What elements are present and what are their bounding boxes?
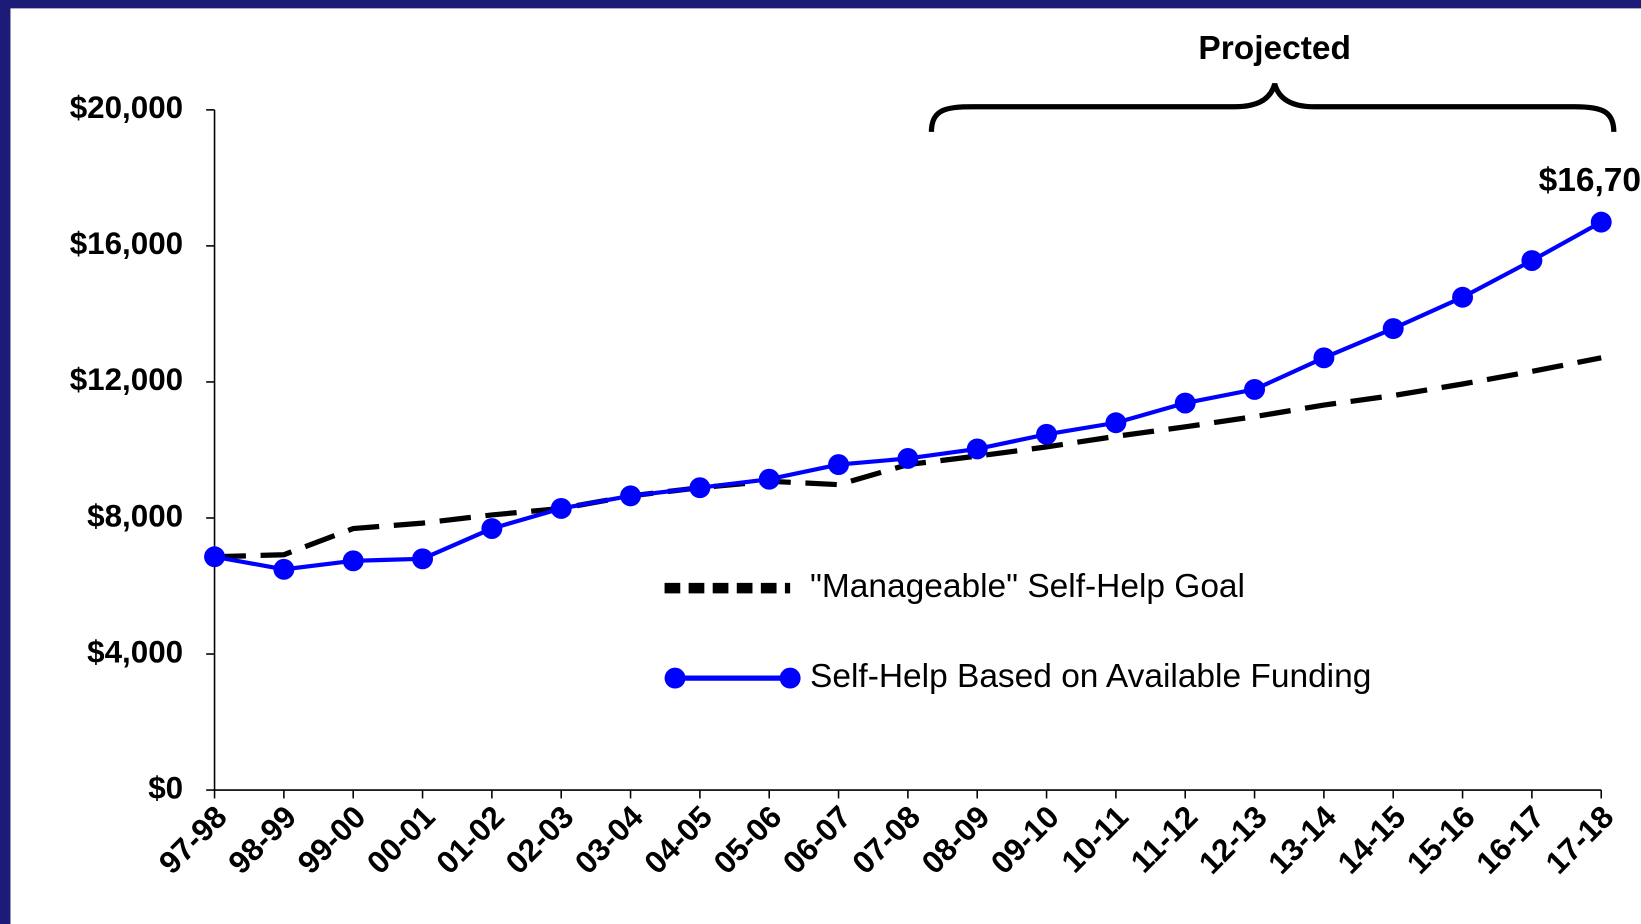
y-tick-label: $0 bbox=[148, 770, 183, 805]
series-marker bbox=[1174, 392, 1196, 414]
legend-marker bbox=[779, 667, 801, 689]
series-marker bbox=[620, 485, 642, 507]
series-marker bbox=[412, 548, 434, 570]
y-tick-label: $4,000 bbox=[87, 634, 183, 669]
series-marker bbox=[481, 518, 503, 539]
series-marker bbox=[1105, 412, 1127, 434]
series-marker bbox=[342, 550, 364, 572]
annotation: Projected bbox=[1198, 30, 1351, 67]
series-marker bbox=[273, 558, 295, 580]
value-label: $16,700 bbox=[1539, 162, 1641, 199]
series-marker bbox=[1036, 423, 1058, 445]
series-marker bbox=[689, 477, 711, 499]
legend-label: "Manageable" Self-Help Goal bbox=[810, 568, 1245, 605]
y-tick-label: $16,000 bbox=[70, 226, 183, 261]
series-marker bbox=[1313, 347, 1335, 369]
series-marker bbox=[828, 454, 850, 476]
series-marker bbox=[1452, 286, 1474, 308]
y-tick-label: $12,000 bbox=[70, 362, 183, 397]
series-marker bbox=[1382, 318, 1404, 340]
legend-marker bbox=[664, 667, 686, 689]
series-marker bbox=[550, 497, 572, 519]
y-tick-label: $20,000 bbox=[70, 90, 183, 125]
series-marker bbox=[897, 448, 919, 469]
series-marker bbox=[758, 468, 780, 490]
legend-label: Self-Help Based on Available Funding bbox=[810, 658, 1371, 695]
series-marker bbox=[966, 438, 988, 460]
series-marker bbox=[204, 546, 226, 568]
series-marker bbox=[1590, 211, 1612, 233]
series-marker bbox=[1244, 378, 1266, 400]
projected-brace bbox=[928, 82, 1617, 133]
y-tick-label: $8,000 bbox=[87, 498, 183, 533]
series-marker bbox=[1521, 250, 1543, 271]
